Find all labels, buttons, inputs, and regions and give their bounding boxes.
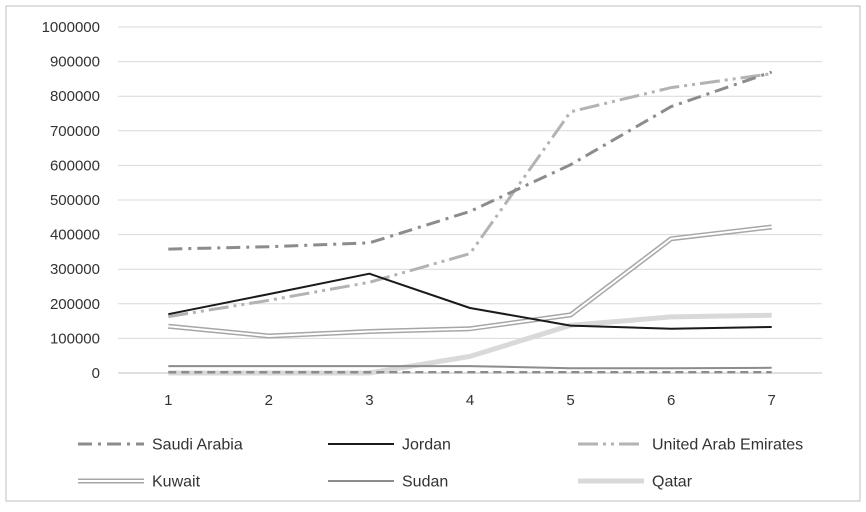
x-tick-label: 3 bbox=[365, 392, 373, 409]
y-tick-label: 200000 bbox=[50, 296, 100, 313]
x-tick-label: 5 bbox=[566, 392, 574, 409]
x-tick-label: 7 bbox=[768, 392, 776, 409]
x-tick-label: 1 bbox=[164, 392, 172, 409]
legend-label-united-arab-emirates: United Arab Emirates bbox=[652, 437, 803, 454]
y-tick-label: 0 bbox=[92, 365, 100, 382]
legend-label-sudan: Sudan bbox=[402, 474, 448, 491]
y-tick-label: 900000 bbox=[50, 54, 100, 71]
legend-label-saudi-arabia: Saudi Arabia bbox=[152, 437, 243, 454]
y-tick-label: 800000 bbox=[50, 88, 100, 105]
y-tick-label: 500000 bbox=[50, 192, 100, 209]
x-tick-label: 2 bbox=[265, 392, 273, 409]
y-tick-label: 600000 bbox=[50, 157, 100, 174]
y-tick-label: 700000 bbox=[50, 123, 100, 140]
legend-label-kuwait: Kuwait bbox=[152, 474, 201, 491]
chart-border bbox=[6, 6, 860, 501]
x-tick-label: 4 bbox=[466, 392, 474, 409]
y-tick-label: 1000000 bbox=[42, 19, 100, 36]
y-tick-label: 400000 bbox=[50, 227, 100, 244]
x-tick-label: 6 bbox=[667, 392, 675, 409]
y-tick-label: 300000 bbox=[50, 261, 100, 278]
legend-label-qatar: Qatar bbox=[652, 474, 693, 491]
y-tick-label: 100000 bbox=[50, 330, 100, 347]
legend-label-jordan: Jordan bbox=[402, 437, 451, 454]
